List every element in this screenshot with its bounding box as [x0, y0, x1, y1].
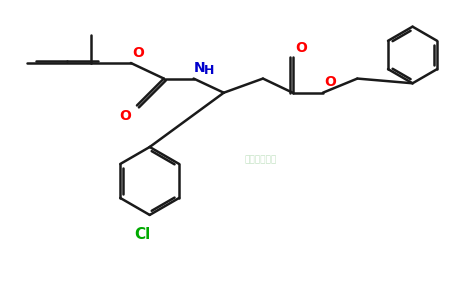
Text: O: O: [133, 46, 145, 60]
Text: O: O: [119, 109, 131, 123]
Text: O: O: [324, 76, 336, 89]
Text: 瑞客药品品牌: 瑞客药品品牌: [245, 156, 277, 165]
Text: Cl: Cl: [135, 227, 151, 242]
Text: H: H: [204, 64, 214, 77]
Text: O: O: [295, 41, 308, 56]
Text: N: N: [193, 61, 205, 75]
